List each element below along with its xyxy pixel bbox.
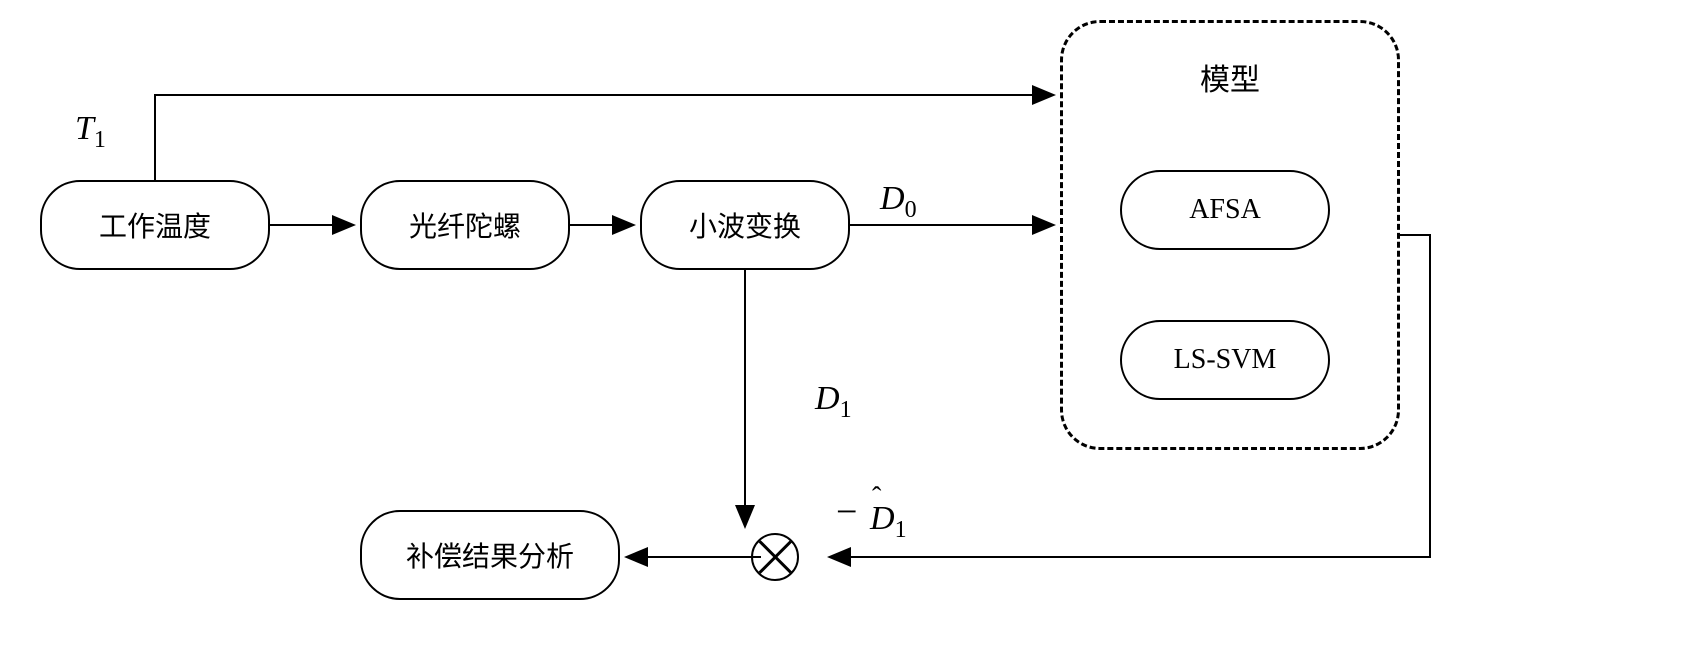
arrows-layer <box>0 0 1683 669</box>
label-T1: T1 <box>75 110 106 154</box>
node-label: 小波变换 <box>689 205 801 245</box>
node-compensation-analysis: 补偿结果分析 <box>360 510 620 600</box>
model-title: 模型 <box>1200 55 1260 99</box>
node-label: 补偿结果分析 <box>406 535 574 575</box>
node-wavelet: 小波变换 <box>640 180 850 270</box>
node-fiber-gyro: 光纤陀螺 <box>360 180 570 270</box>
node-label: AFSA <box>1189 194 1261 226</box>
summing-junction-icon <box>751 533 799 581</box>
hat-icon: ˆ <box>872 482 881 514</box>
label-D1: D1 <box>815 380 852 424</box>
minus-sign: − <box>836 490 857 534</box>
node-label: 光纤陀螺 <box>409 205 521 245</box>
node-lssvm: LS-SVM <box>1120 320 1330 400</box>
node-label: 工作温度 <box>99 205 211 245</box>
label-Dh1: ˆ D1 <box>870 500 907 544</box>
node-label: LS-SVM <box>1174 344 1277 376</box>
node-afsa: AFSA <box>1120 170 1330 250</box>
node-working-temp: 工作温度 <box>40 180 270 270</box>
label-D0: D0 <box>880 180 917 224</box>
